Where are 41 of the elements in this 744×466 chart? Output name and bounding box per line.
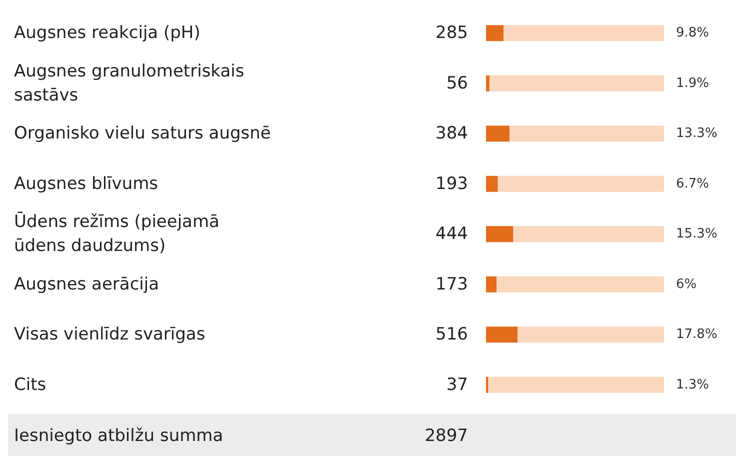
bar — [513, 226, 664, 242]
bar — [510, 126, 664, 142]
bar — [486, 226, 514, 242]
data-label: 173 — [436, 274, 468, 294]
text: 17.8% — [676, 327, 718, 342]
data-label: 37 — [446, 374, 468, 395]
bar — [489, 75, 664, 92]
y-tick-label: Organisko vielu saturs augsnē — [14, 124, 271, 144]
text: 1.3% — [676, 377, 710, 392]
bar — [518, 326, 664, 343]
bar — [504, 25, 664, 42]
bar — [486, 75, 490, 92]
data-label: 285 — [436, 23, 468, 44]
data-label: 56 — [446, 73, 468, 94]
text: 9.8% — [676, 26, 710, 41]
bar — [486, 25, 504, 42]
text: Iesniegto atbilžu summa — [14, 426, 224, 446]
bar — [486, 276, 497, 292]
text: 2897 — [424, 426, 468, 446]
bar — [496, 276, 664, 292]
text: 6.7% — [676, 176, 710, 192]
bar — [488, 376, 664, 393]
text: 15.3% — [676, 226, 718, 242]
y-tick-label: Augsnes aerācija — [14, 274, 160, 294]
y-tick-label: Ūdens režīms (pieejamā ūdens daudzums) — [14, 211, 225, 256]
data-label: 193 — [436, 174, 468, 194]
bar — [486, 126, 510, 142]
text: 13.3% — [676, 126, 718, 142]
text: 6% — [676, 276, 697, 292]
y-tick-label: Augsnes reakcija (pH) — [14, 23, 200, 44]
y-tick-label: Visas vienlīdz svarīgas — [14, 324, 206, 345]
bar — [486, 326, 518, 343]
data-label: 444 — [436, 224, 468, 244]
data-label: 516 — [436, 324, 468, 345]
y-tick-label: Augsnes blīvums — [14, 174, 158, 194]
data-label: 384 — [436, 124, 468, 144]
y-tick-label: Augsnes granulometriskais sastāvs — [14, 61, 250, 106]
y-tick-label: Cits — [14, 374, 46, 395]
text: 1.9% — [676, 76, 710, 91]
bar — [498, 176, 664, 192]
bar — [486, 176, 498, 192]
